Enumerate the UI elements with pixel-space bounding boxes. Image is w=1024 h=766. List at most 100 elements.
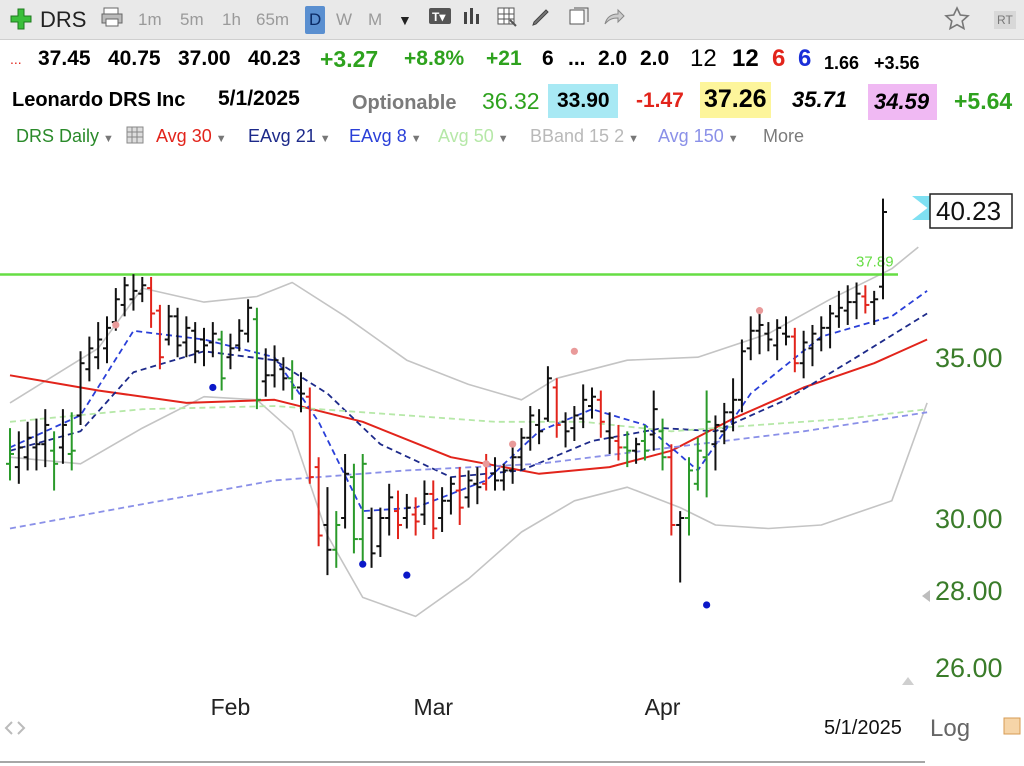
quote-dots: ...: [10, 51, 22, 67]
ohlc-bar: [50, 431, 59, 491]
legend-eavg-21[interactable]: EAvg 21 ▼: [248, 126, 331, 146]
legend-avg-150[interactable]: Avg 150 ▼: [658, 126, 739, 146]
legend-avg-50[interactable]: Avg 50 ▼: [438, 126, 509, 146]
ohlc-bar: [23, 421, 32, 471]
note-icon[interactable]: [566, 6, 590, 34]
y-tick-label: 28.00: [935, 576, 1003, 606]
ohlc-bar: [41, 409, 50, 468]
legend-avg-30[interactable]: Avg 30 ▼: [156, 126, 227, 146]
bollinger-bands: [9, 246, 928, 618]
legend-eavg-8[interactable]: EAvg 8 ▼: [349, 126, 422, 146]
ohlc-bar: [438, 487, 447, 532]
printer-icon[interactable]: [100, 6, 124, 34]
legend-bband[interactable]: BBand 15 2 ▼: [530, 126, 639, 146]
ohlc-bar: [155, 304, 164, 370]
ohlc-bar: [852, 282, 861, 320]
ohlc-bar: [244, 299, 253, 343]
ohlc-bar: [834, 290, 843, 328]
legend-more[interactable]: More: [763, 126, 804, 147]
symbol-label[interactable]: DRS: [40, 7, 87, 32]
period-monthly-button[interactable]: M: [368, 10, 383, 29]
quote-field-7: 12: [732, 45, 759, 72]
toolbar: DRS 1m 5m 1h 65m D W M ▼ T▾ RT: [0, 0, 1024, 40]
ohlc-bar: [755, 310, 764, 355]
legend-drs-daily[interactable]: DRS Daily ▼: [16, 126, 114, 146]
signal-dot: [570, 347, 578, 355]
ohlc-bar: [737, 339, 746, 413]
interval-65m[interactable]: 65m: [256, 10, 290, 29]
ohlc-bar: [817, 316, 826, 352]
ohlc-bar: [420, 480, 429, 525]
ohlc-bar: [14, 431, 23, 484]
quote-field-2: 6: [542, 47, 554, 70]
x-date-label: 5/1/2025: [824, 717, 902, 739]
ohlc-bar: [588, 387, 596, 419]
ohlc-bar: [746, 316, 755, 361]
interval-1m[interactable]: 1m: [138, 10, 162, 29]
ohlc-bar: [773, 319, 782, 361]
legend-label: DRS Daily: [16, 126, 100, 146]
ohlc-bar: [552, 378, 561, 438]
scroll-arrows-icon: [4, 721, 26, 735]
rt-icon[interactable]: RT: [994, 6, 1016, 34]
ohlc-bar: [394, 490, 402, 540]
ohlc-bar: [279, 357, 288, 391]
quote-field-1: +21: [486, 47, 522, 70]
ohlc-bar: [596, 390, 605, 438]
period-daily-button[interactable]: D: [305, 6, 326, 34]
ohlc-bar: [138, 276, 147, 303]
rt-label: RT: [994, 11, 1016, 29]
quote-field-4: 2.0: [598, 47, 628, 70]
ohlc-bar: [861, 285, 870, 314]
price-chart[interactable]: 37.89 35.00 30.00 28.00 26.00 Feb Mar Apr 5/1/…: [0, 152, 1024, 766]
ohlc-bar: [508, 444, 517, 484]
quote-change: +3.27: [320, 46, 379, 72]
axis-arrow-up-icon: [902, 677, 914, 685]
log-scale-label: Log: [930, 715, 970, 742]
quote-value-2: 33.90: [548, 84, 618, 118]
ohlc-bar: [614, 424, 623, 461]
ohlc-bar: [217, 330, 226, 391]
ohlc-bar: [288, 360, 297, 400]
period-weekly-button[interactable]: W: [336, 10, 353, 29]
quote-open: 37.45: [38, 47, 91, 70]
quote-field-6: 12: [690, 45, 717, 72]
grid-icon[interactable]: [496, 6, 518, 34]
quote-field-5: 2.0: [640, 47, 670, 70]
ohlc-bar: [191, 322, 200, 364]
ohlc-bar: [623, 431, 632, 468]
indicator-legend: DRS Daily ▼ Avg 30 ▼ EAvg 21 ▼ EAvg 8 ▼ Avg …: [0, 122, 1024, 152]
ohlc-bar: [332, 511, 341, 568]
ohlc-bar: [6, 428, 14, 481]
svg-text:T▾: T▾: [432, 10, 446, 24]
quote-row-1: ... 37.45 40.75 37.00 40.23 +3.27 +8.8% …: [0, 44, 1024, 80]
ohlc-bar: [173, 307, 182, 358]
interval-5m[interactable]: 5m: [180, 10, 204, 29]
last-price-label: 40.23: [936, 196, 1001, 226]
pen-icon[interactable]: [530, 6, 552, 34]
series-line-eavg-21: [9, 312, 928, 479]
signal-dot: [703, 601, 711, 609]
add-symbol-plus-icon[interactable]: [8, 6, 34, 34]
ohlc-bar: [711, 415, 720, 471]
interval-1h[interactable]: 1h: [222, 10, 241, 29]
ohlc-bar: [358, 453, 367, 565]
ohlc-bar: [826, 304, 835, 349]
ohlc-bar: [579, 384, 588, 429]
dropdown-icon[interactable]: ▼: [398, 12, 412, 28]
ohlc-bar: [200, 327, 208, 367]
ohlc-bar: [702, 390, 711, 498]
ohlc-bar: [843, 285, 852, 325]
ohlc-bar: [517, 428, 526, 471]
signal-dot: [359, 560, 367, 568]
ohlc-bar: [782, 316, 790, 346]
bars-icon[interactable]: [462, 6, 484, 34]
ohlc-bar: [314, 457, 323, 547]
share-icon[interactable]: [602, 6, 626, 34]
ohlc-bar: [323, 487, 332, 576]
legend-grid-icon[interactable]: [126, 126, 144, 149]
star-icon[interactable]: [944, 6, 970, 34]
ohlc-bar: [482, 453, 491, 491]
text-tool-icon[interactable]: T▾: [428, 6, 452, 34]
ohlc-bar: [658, 418, 667, 471]
